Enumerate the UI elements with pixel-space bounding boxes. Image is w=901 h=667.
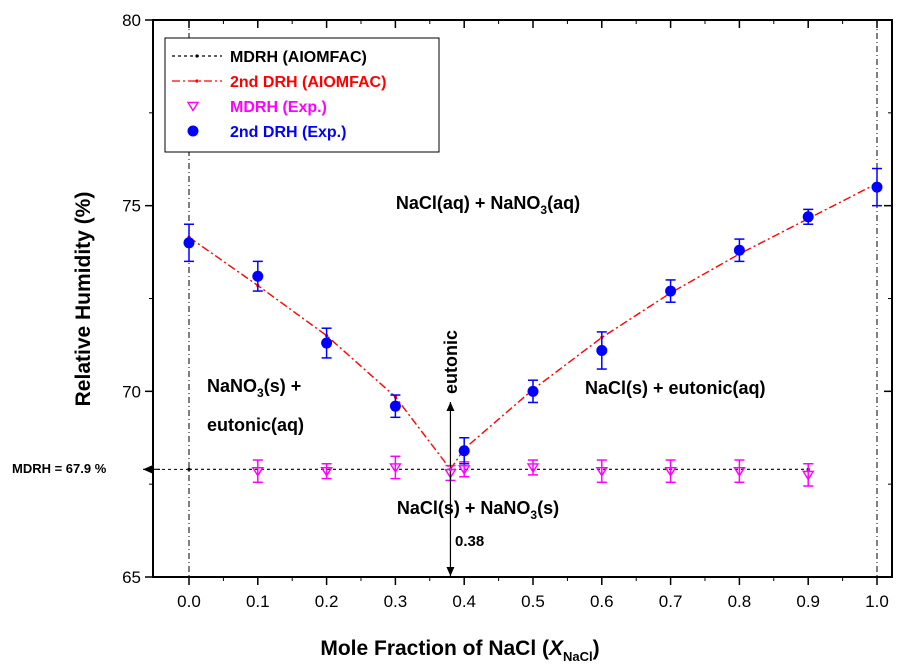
- x-tick-label: 0.3: [384, 592, 408, 611]
- data-point: [526, 463, 540, 474]
- data-point: [871, 181, 883, 193]
- data-point: [802, 211, 814, 223]
- data-point: [389, 463, 402, 474]
- data-point: [183, 237, 195, 249]
- x-axis-label-end: ): [593, 637, 600, 660]
- data-point: [733, 244, 745, 256]
- x-axis-label-main: Mole Fraction of NaCl (: [320, 637, 549, 660]
- legend: MDRH (AIOMFAC) 2nd DRH (AIOMFAC) MDRH (Exp…: [164, 37, 440, 153]
- legend-label: 2nd DRH (Exp.): [230, 124, 346, 141]
- y-tick-label: 80: [122, 11, 141, 30]
- legend-label: MDRH (Exp.): [230, 99, 327, 116]
- legend-marker: [195, 54, 199, 58]
- data-point: [321, 337, 333, 349]
- data-point: [389, 400, 401, 412]
- annotation-left-region-line2: eutonic(aq): [207, 415, 304, 435]
- x-axis-label-sub: NaCl: [563, 649, 593, 664]
- legend-marker: [186, 101, 200, 112]
- x-tick-label: 0.7: [659, 592, 683, 611]
- annotation-top-region: NaCl(aq) + NaNO3(aq): [396, 193, 580, 217]
- x-axis-ticks: 0.0 0.1 0.2 0.3 0.4 0.5 0.6 0.7 0.8 0.9 1.0: [177, 20, 889, 611]
- x-axis-label-var: X: [548, 637, 565, 660]
- annotation-mdrh: MDRH = 67.9 %: [12, 461, 107, 476]
- annotation-right-region: NaCl(s) + eutonic(aq): [585, 378, 766, 398]
- legend-marker: [187, 125, 199, 137]
- series-line: [188, 182, 878, 471]
- data-point: [664, 466, 677, 477]
- x-tick-label: 0.9: [796, 592, 820, 611]
- annotation-left-region-line1: NaNO3(s) +: [207, 376, 301, 400]
- data-point: [596, 344, 608, 356]
- data-point: [458, 445, 470, 457]
- x-tick-label: 0.6: [590, 592, 614, 611]
- legend-label: MDRH (AIOMFAC): [230, 49, 367, 66]
- data-point: [251, 466, 265, 477]
- data-point: [252, 270, 264, 282]
- annotation-eutonic-x: 0.38: [455, 533, 484, 550]
- x-tick-label: 0.2: [315, 592, 339, 611]
- annotation-eutonic: eutonic: [441, 330, 461, 394]
- annotation-bottom-region: NaCl(s) + NaNO3(s): [397, 498, 559, 522]
- x-tick-label: 1.0: [865, 592, 889, 611]
- x-axis-label: Mole Fraction of NaCl (XNaCl): [320, 637, 599, 664]
- legend-items: MDRH (AIOMFAC) 2nd DRH (AIOMFAC) MDRH (Exp…: [172, 49, 386, 141]
- data-point: [733, 466, 746, 477]
- data-point: [444, 468, 457, 479]
- eutonic-arrows: [143, 402, 455, 576]
- data-point: [527, 385, 539, 397]
- y-tick-label: 70: [122, 382, 141, 401]
- data-point: [457, 465, 471, 476]
- data-point: [320, 466, 333, 477]
- y-axis-label: Relative Humidity (%): [72, 192, 95, 407]
- series-points: [183, 167, 883, 487]
- data-point: [665, 285, 677, 297]
- x-tick-label: 0.1: [246, 592, 270, 611]
- legend-label: 2nd DRH (AIOMFAC): [230, 74, 386, 91]
- y-axis-ticks: 65 70 75 80: [122, 11, 892, 587]
- legend-marker: [195, 79, 199, 83]
- data-point: [801, 470, 815, 481]
- x-tick-label: 0.0: [177, 592, 201, 611]
- data-point: [595, 466, 609, 477]
- legend-box: [164, 37, 440, 153]
- y-tick-label: 65: [122, 568, 141, 587]
- x-tick-label: 0.5: [521, 592, 545, 611]
- y-tick-label: 75: [122, 197, 141, 216]
- x-tick-label: 0.4: [452, 592, 476, 611]
- x-tick-label: 0.8: [728, 592, 752, 611]
